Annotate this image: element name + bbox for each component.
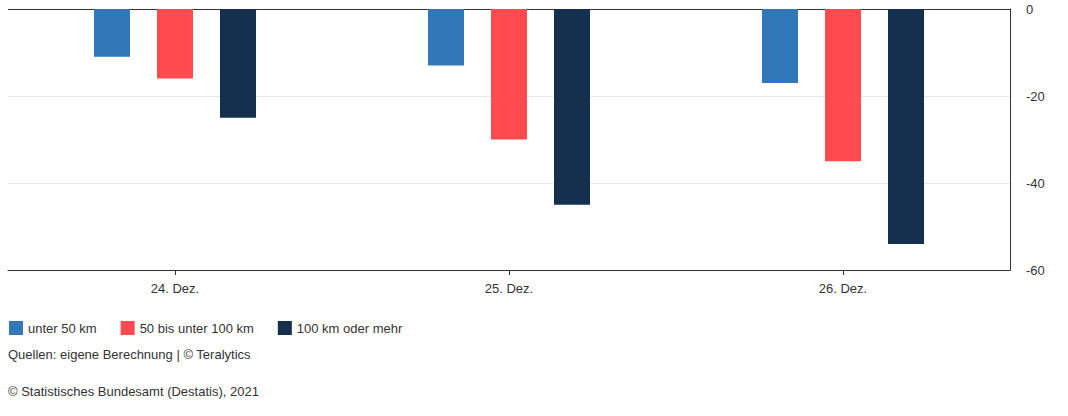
- svg-text:26. Dez.: 26. Dez.: [819, 281, 867, 296]
- svg-text:100 km oder mehr: 100 km oder mehr: [297, 321, 403, 336]
- svg-text:© Statistisches Bundesamt (Des: © Statistisches Bundesamt (Destatis), 20…: [8, 384, 259, 399]
- svg-text:-20: -20: [1026, 89, 1045, 104]
- svg-text:25. Dez.: 25. Dez.: [485, 281, 533, 296]
- svg-text:-40: -40: [1026, 176, 1045, 191]
- svg-text:Quellen: eigene Berechnung | ©: Quellen: eigene Berechnung | © Teralytic…: [8, 347, 251, 362]
- svg-text:0: 0: [1026, 2, 1033, 17]
- svg-text:unter 50 km: unter 50 km: [28, 321, 97, 336]
- svg-text:50 bis unter 100 km: 50 bis unter 100 km: [140, 321, 254, 336]
- svg-text:24. Dez.: 24. Dez.: [151, 281, 199, 296]
- svg-text:-60: -60: [1026, 263, 1045, 278]
